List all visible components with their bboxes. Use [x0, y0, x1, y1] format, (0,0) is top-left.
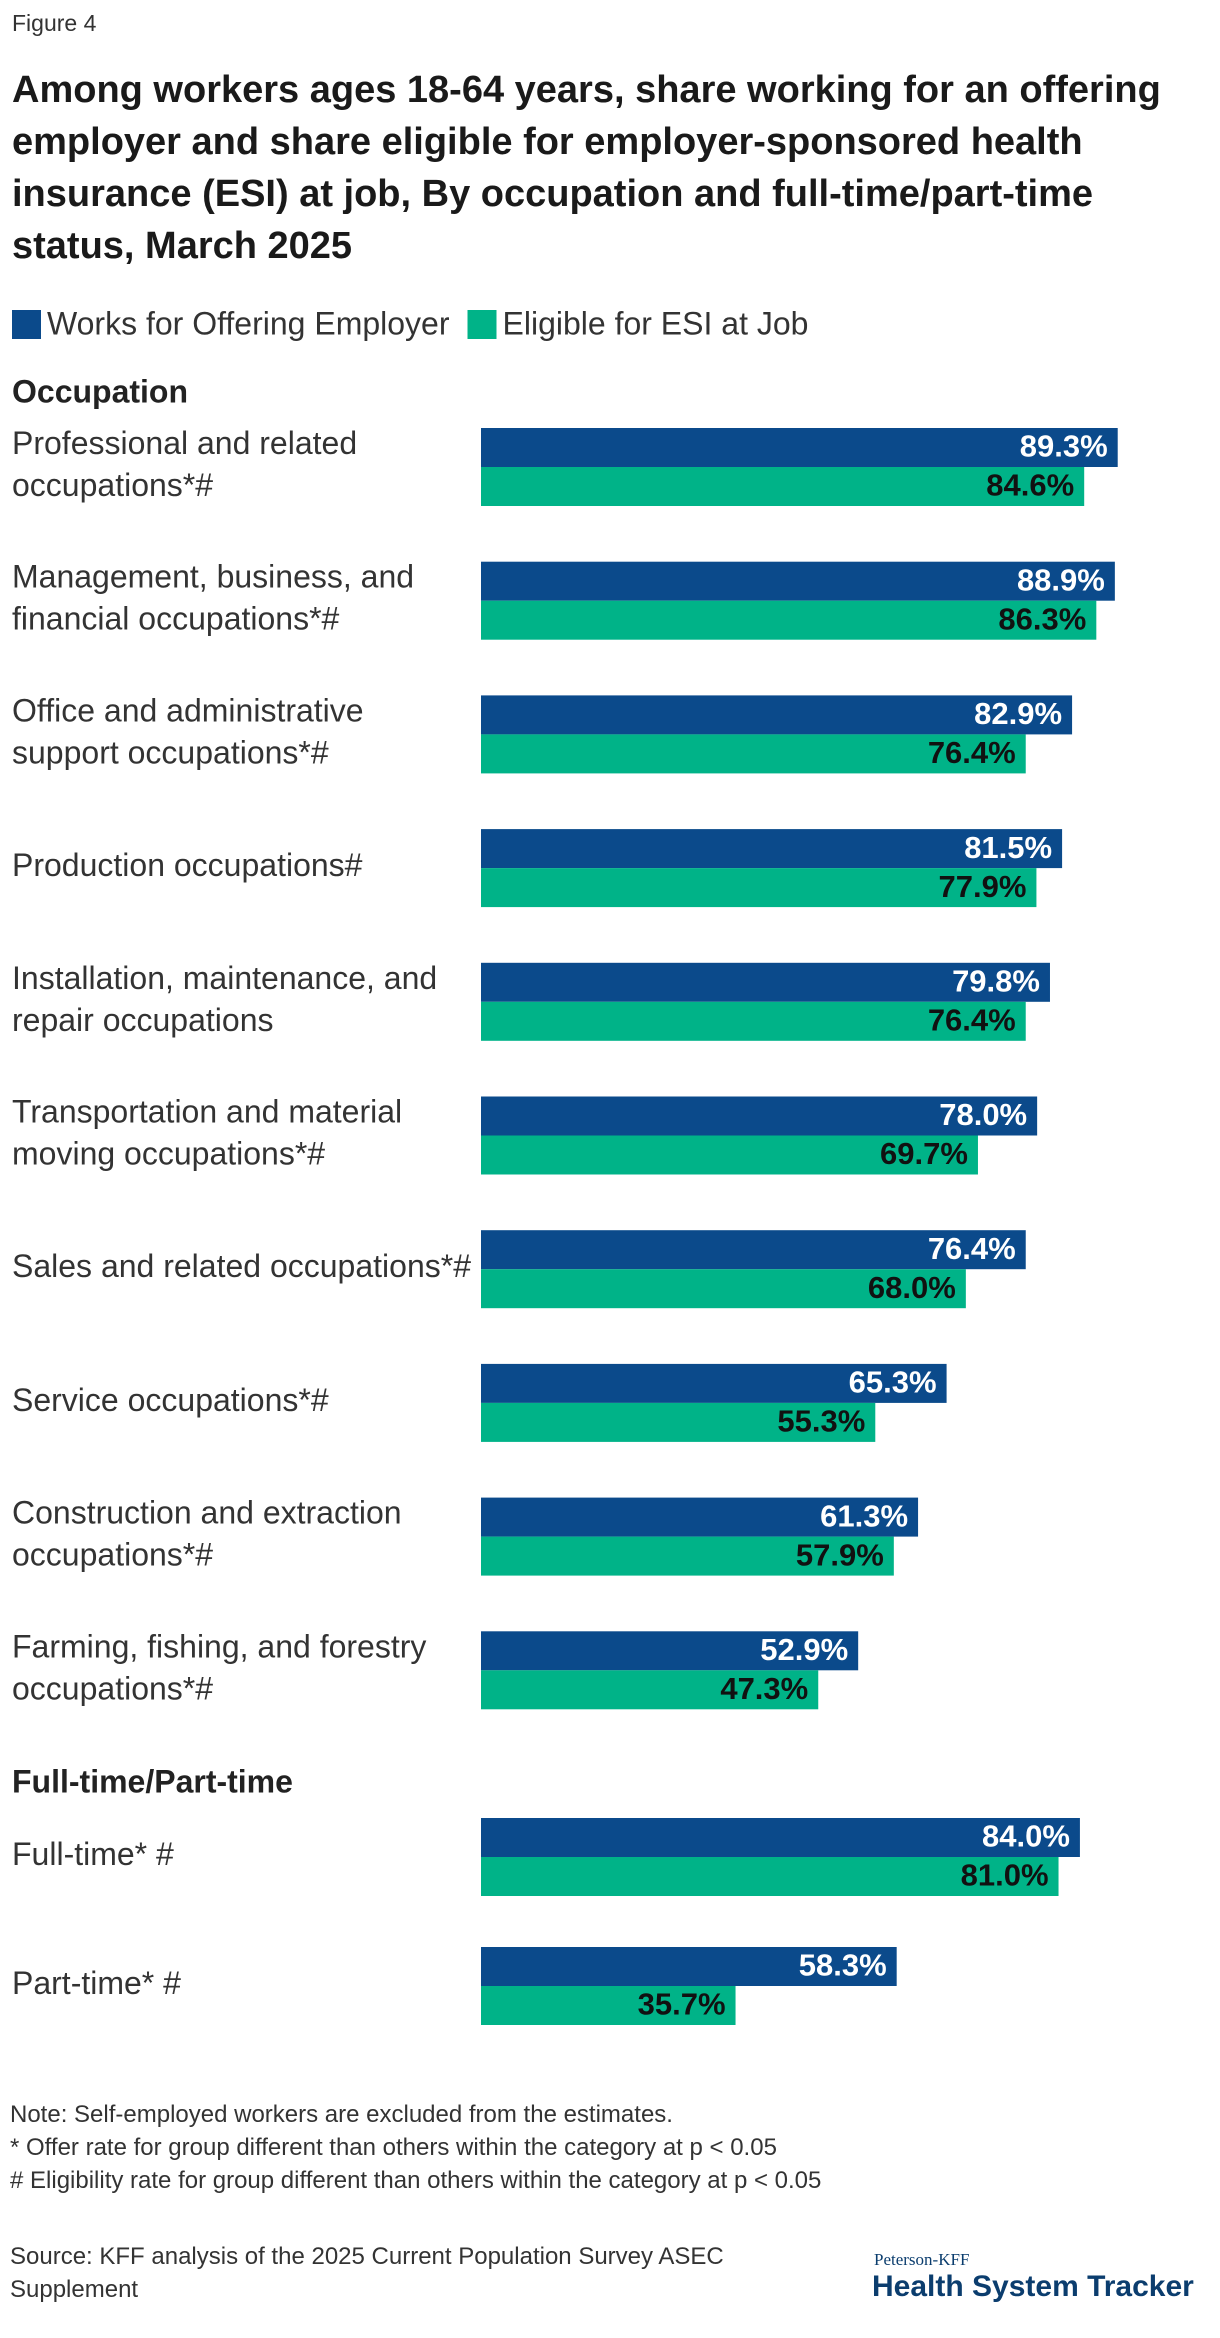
bar	[481, 1536, 894, 1576]
category-label: Sales and related occupations*#	[12, 1249, 471, 1285]
value-label: 65.3%	[849, 1365, 937, 1400]
bar	[481, 1670, 819, 1710]
value-label: 79.8%	[952, 963, 1040, 998]
value-label: 81.0%	[961, 1858, 1049, 1893]
bar	[481, 1135, 978, 1175]
value-label: 86.3%	[998, 601, 1086, 636]
note-line: Note: Self-employed workers are excluded…	[10, 2101, 673, 2128]
value-label: 47.3%	[720, 1671, 808, 1706]
legend-label: Eligible for ESI at Job	[503, 305, 809, 341]
bar	[481, 1947, 897, 1986]
bar	[481, 1096, 1038, 1136]
category-label: Production occupations#	[12, 848, 363, 884]
bar	[481, 1402, 876, 1442]
bar	[481, 829, 1063, 869]
value-label: 89.3%	[1020, 429, 1108, 464]
bar	[481, 561, 1115, 601]
value-label: 76.4%	[928, 1231, 1016, 1266]
bar	[481, 428, 1118, 467]
legend-swatch	[12, 310, 41, 339]
value-label: 76.4%	[928, 735, 1016, 770]
logo-top: Peterson-KFF	[874, 2250, 970, 2269]
category-label: Part-time* #	[12, 1965, 181, 2001]
value-label: 84.0%	[982, 1819, 1070, 1854]
group-heading: Occupation	[12, 373, 188, 409]
bar	[481, 1269, 966, 1309]
bar	[481, 600, 1097, 640]
bar	[481, 1857, 1059, 1896]
value-label: 55.3%	[777, 1404, 865, 1439]
value-label: 88.9%	[1017, 562, 1105, 597]
value-label: 84.6%	[986, 468, 1074, 503]
bar	[481, 1631, 859, 1671]
bar	[481, 962, 1050, 1002]
category-label: Construction and extraction occupations*#	[12, 1495, 402, 1573]
bar	[481, 1230, 1026, 1270]
bar	[481, 1818, 1080, 1857]
value-label: 69.7%	[880, 1136, 968, 1171]
note-line: * Offer rate for group different than ot…	[10, 2134, 777, 2161]
legend-label: Works for Offering Employer	[47, 305, 450, 341]
value-label: 61.3%	[820, 1498, 908, 1533]
value-label: 78.0%	[939, 1097, 1027, 1132]
bar	[481, 695, 1073, 735]
chart-title: Among workers ages 18-64 years, share wo…	[12, 69, 1161, 267]
note-line: # Eligibility rate for group different t…	[10, 2167, 822, 2194]
value-label: 82.9%	[974, 696, 1062, 731]
bar	[481, 734, 1026, 774]
category-label: Full-time* #	[12, 1836, 174, 1872]
notes: Note: Self-employed workers are excluded…	[10, 2098, 870, 2197]
group-heading: Full-time/Part-time	[12, 1763, 293, 1799]
value-label: 57.9%	[796, 1537, 884, 1572]
bar	[481, 868, 1037, 908]
category-label: Office and administrative support occupat…	[12, 693, 364, 771]
value-label: 35.7%	[638, 1987, 726, 2022]
bar	[481, 1497, 919, 1537]
category-label: Farming, fishing, and forestry occupation…	[12, 1629, 426, 1707]
category-label: Transportation and material moving occupa…	[12, 1094, 402, 1172]
figure-label: Figure 4	[12, 10, 97, 36]
logo-bottom: Health System Tracker	[872, 2270, 1194, 2303]
category-label: Installation, maintenance, and repair occ…	[12, 960, 437, 1038]
category-label: Management, business, and financial occup…	[12, 559, 414, 637]
value-label: 68.0%	[868, 1270, 956, 1305]
value-label: 81.5%	[964, 830, 1052, 865]
value-label: 58.3%	[799, 1948, 887, 1983]
bar	[481, 1986, 736, 2025]
value-label: 76.4%	[928, 1002, 1016, 1037]
bar	[481, 467, 1085, 506]
category-label: Professional and related occupations*#	[12, 425, 357, 503]
source: Source: KFF analysis of the 2025 Current…	[10, 2243, 724, 2303]
value-label: 52.9%	[760, 1632, 848, 1667]
bar	[481, 1363, 947, 1403]
value-label: 77.9%	[939, 869, 1027, 904]
category-label: Service occupations*#	[12, 1382, 329, 1418]
bar	[481, 1001, 1026, 1041]
legend-swatch	[467, 310, 497, 339]
